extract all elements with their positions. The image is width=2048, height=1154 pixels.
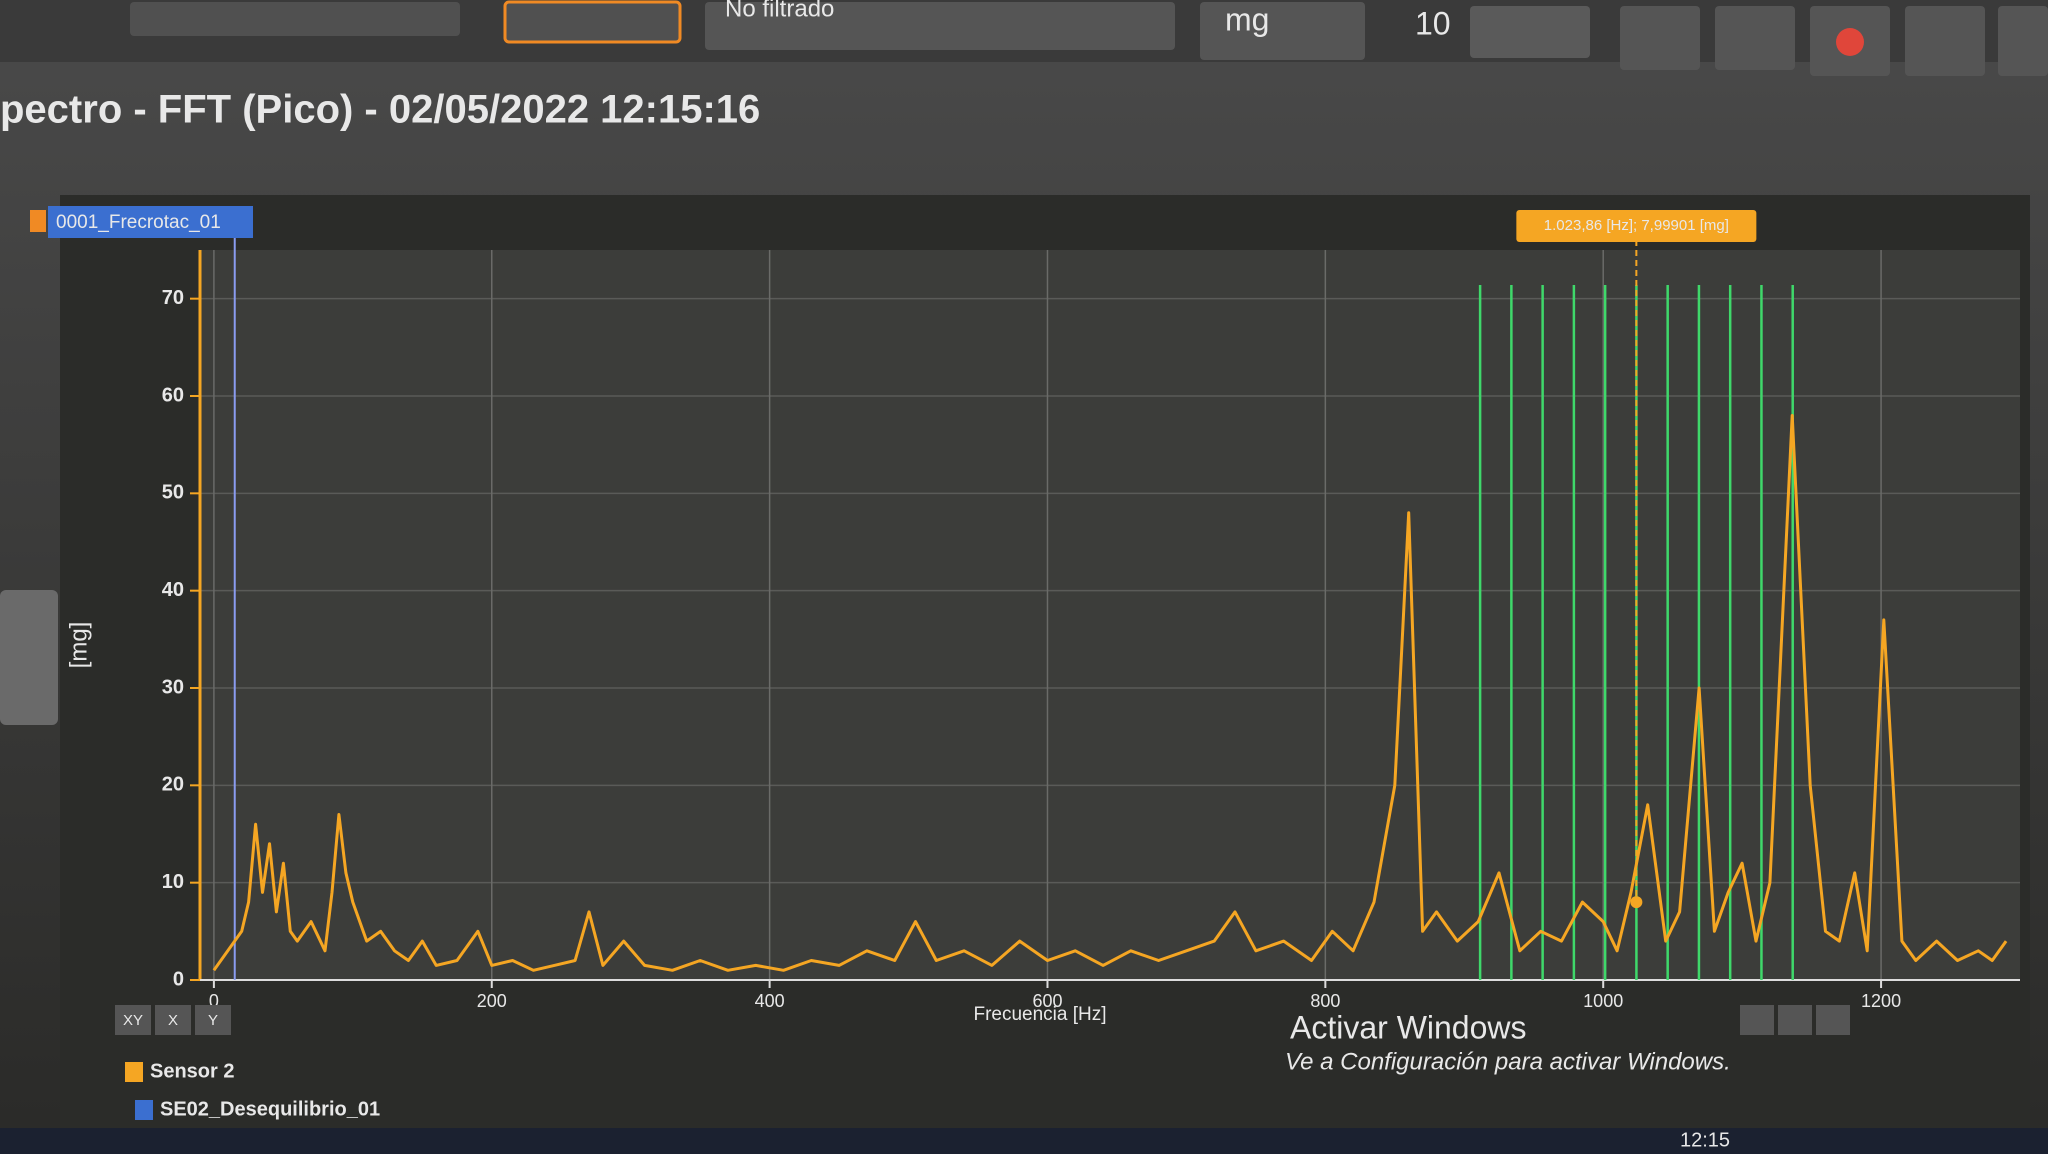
button[interactable] xyxy=(1998,6,2048,76)
value-text: 10 xyxy=(1415,5,1451,41)
side-tab[interactable] xyxy=(0,590,58,725)
marker-label-box xyxy=(1516,210,1757,242)
zoom-button-label: XY xyxy=(123,1012,143,1029)
button[interactable] xyxy=(1816,1005,1850,1035)
y-tick-label: 0 xyxy=(173,968,184,990)
button[interactable] xyxy=(1778,1005,1812,1035)
marker-label: 1.023,86 [Hz]; 7,99901 [mg] xyxy=(1544,217,1729,234)
chart-title: pectro - FFT (Pico) - 02/05/2022 12:15:1… xyxy=(0,88,760,132)
y-tick-label: 30 xyxy=(162,676,184,698)
zoom-button-label: X xyxy=(168,1012,178,1029)
x-tick-label: 1000 xyxy=(1583,991,1623,1011)
pause-button[interactable] xyxy=(1905,6,1985,76)
spectrum-line xyxy=(212,414,2008,972)
x-axis-label: Frecuencia [Hz] xyxy=(973,1004,1106,1025)
clock: 12:15 xyxy=(1680,1129,1730,1151)
y-tick-label: 10 xyxy=(162,871,184,893)
zoom-button[interactable] xyxy=(195,1005,231,1035)
watermark-text: Ve a Configuración para activar Windows. xyxy=(1285,1048,1731,1075)
cursor-flag xyxy=(30,210,46,232)
zoom-button[interactable] xyxy=(155,1005,191,1035)
y-axis-label: [mg] xyxy=(65,622,92,669)
x-tick-label: 0 xyxy=(209,991,219,1011)
zoom-button-label: Y xyxy=(208,1012,218,1029)
legend-swatch xyxy=(135,1100,153,1120)
y-tick-label: 60 xyxy=(162,384,184,406)
x-tick-label: 200 xyxy=(477,991,507,1011)
y-tick-label: 20 xyxy=(162,774,184,796)
zoom-button[interactable] xyxy=(115,1005,151,1035)
unit-text: mg xyxy=(1225,1,1269,37)
dropdown[interactable] xyxy=(130,2,460,36)
filter-dropdown[interactable] xyxy=(705,2,1175,50)
filter-text: No filtrado xyxy=(725,0,834,22)
y-tick-label: 70 xyxy=(162,287,184,309)
x-tick-label: 600 xyxy=(1032,991,1062,1011)
x-tick-label: 1200 xyxy=(1861,991,1901,1011)
cursor-label-box xyxy=(48,206,253,238)
unit-dropdown[interactable] xyxy=(1200,2,1365,60)
legend-label: Sensor 2 xyxy=(150,1060,234,1082)
watermark-title: Activar Windows xyxy=(1290,1009,1527,1045)
cursor-label: 0001_Frecrotac_01 xyxy=(56,212,221,233)
y-tick-label: 40 xyxy=(162,579,184,601)
button[interactable] xyxy=(1620,6,1700,70)
button[interactable] xyxy=(1740,1005,1774,1035)
y-tick-label: 50 xyxy=(162,482,184,504)
marker-point xyxy=(1630,896,1643,909)
button[interactable] xyxy=(1715,6,1795,70)
x-tick-label: 800 xyxy=(1310,991,1340,1011)
legend-label: SE02_Desequilibrio_01 xyxy=(160,1098,380,1120)
plot-area xyxy=(200,250,2020,980)
taskbar xyxy=(0,1128,2048,1154)
x-tick-label: 400 xyxy=(755,991,785,1011)
dropdown[interactable] xyxy=(503,0,682,44)
legend-swatch xyxy=(125,1062,143,1082)
record-icon xyxy=(1836,28,1864,56)
slider[interactable] xyxy=(1470,6,1590,58)
